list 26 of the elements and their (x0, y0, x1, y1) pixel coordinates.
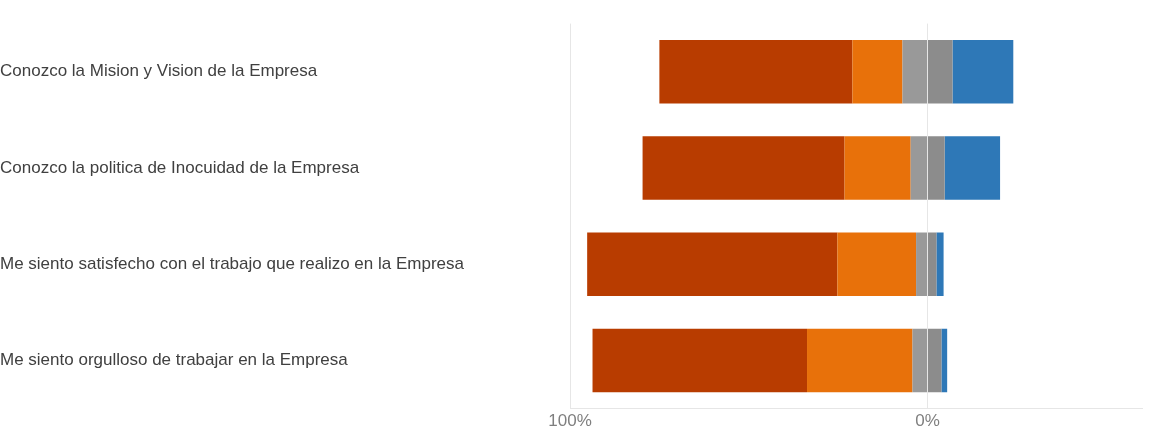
bar (936, 232, 944, 296)
bar (912, 328, 927, 393)
bar (587, 232, 838, 296)
bar (807, 328, 913, 393)
bar (837, 232, 917, 296)
bar (928, 328, 942, 393)
bar (928, 39, 953, 104)
y-tick-label: Conozco la politica de Inocuidad de la Empresa (0, 157, 360, 177)
bar (659, 39, 853, 104)
bar (852, 39, 903, 104)
y-tick-label: Me siento satisfecho con el trabajo que realizo en la Empresa (0, 253, 465, 273)
bar (941, 328, 948, 393)
y-tick-label: Me siento orgulloso de trabajar en la Empresa (0, 350, 349, 370)
y-tick-label: Conozco la Mision y Vision de la Empresa (0, 61, 318, 81)
x-tick-label: 0% (915, 411, 940, 431)
bar (592, 328, 808, 393)
bar (844, 136, 911, 200)
bar (944, 136, 1001, 200)
bar (910, 136, 927, 200)
bar (642, 136, 845, 200)
bar (902, 39, 927, 104)
bar (928, 232, 937, 296)
bar (916, 232, 927, 296)
x-tick-label: 100% (548, 411, 592, 431)
bar (952, 39, 1014, 104)
bar (928, 136, 945, 200)
